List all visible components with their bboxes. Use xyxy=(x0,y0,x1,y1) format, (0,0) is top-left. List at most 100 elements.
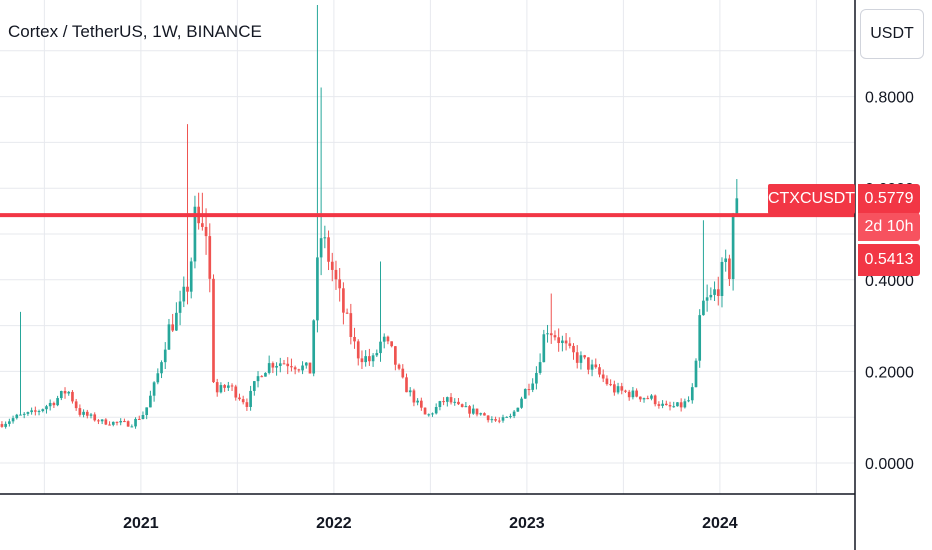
candle-body xyxy=(201,223,204,227)
y-tick-label: 0.4000 xyxy=(865,273,914,290)
candle-body xyxy=(245,402,249,407)
candle-body xyxy=(657,404,661,406)
candle-body xyxy=(271,363,275,368)
candle-body xyxy=(587,357,590,370)
candle-body xyxy=(252,381,256,391)
candle-body xyxy=(379,341,382,354)
x-tick-label: 2021 xyxy=(123,515,159,532)
candle-body xyxy=(475,408,479,415)
candle-body xyxy=(687,400,690,402)
bar-countdown-label: 2d 10h xyxy=(858,213,920,241)
candle-body xyxy=(650,395,653,399)
candle-body xyxy=(215,382,219,393)
candle-body xyxy=(705,297,709,301)
candle-body xyxy=(531,383,535,390)
candle-body xyxy=(549,333,553,336)
candle-body xyxy=(345,312,349,314)
candle-body xyxy=(434,407,438,414)
candle-body xyxy=(479,413,483,415)
candle-body xyxy=(523,389,527,399)
candle-body xyxy=(293,367,297,370)
candle-body xyxy=(575,352,579,363)
candle-body xyxy=(141,415,145,420)
candle-body xyxy=(668,405,672,407)
candle-body xyxy=(572,345,575,353)
candle-body xyxy=(698,315,702,361)
candle-body xyxy=(397,364,401,369)
candle-body xyxy=(724,258,728,262)
chart-grid xyxy=(0,0,855,494)
candle-body xyxy=(67,391,71,394)
candle-body xyxy=(22,413,26,415)
candle-body xyxy=(204,226,208,237)
candle-body xyxy=(683,401,687,408)
candle-body xyxy=(538,362,542,373)
candle-body xyxy=(59,391,63,399)
candle-body xyxy=(405,377,408,393)
candle-body xyxy=(720,261,724,297)
x-tick-label: 2024 xyxy=(702,515,738,532)
candle-body xyxy=(605,378,609,385)
candle-body xyxy=(334,269,338,280)
candle-body xyxy=(149,395,152,408)
candle-body xyxy=(709,294,713,298)
candle-body xyxy=(416,400,419,403)
candle-body xyxy=(635,390,638,397)
candle-body xyxy=(735,198,739,214)
candle-body xyxy=(152,382,156,396)
candle-body xyxy=(512,411,516,417)
candle-body xyxy=(15,414,19,419)
candle-body xyxy=(601,374,605,379)
candle-body xyxy=(275,365,278,368)
candle-body xyxy=(457,401,460,405)
candle-body xyxy=(412,390,416,403)
candle-body xyxy=(26,412,30,414)
candle-body xyxy=(598,367,601,375)
candle-body xyxy=(160,362,163,374)
candle-body xyxy=(282,363,286,365)
candle-body xyxy=(115,421,119,423)
candle-body xyxy=(509,416,512,418)
candle-body xyxy=(438,401,442,408)
candle-body xyxy=(85,411,89,416)
candle-body xyxy=(638,396,642,400)
candle-body xyxy=(564,340,568,344)
candle-body xyxy=(464,406,468,408)
candle-body xyxy=(327,237,330,262)
candle-body xyxy=(453,401,457,403)
candle-body xyxy=(104,419,108,425)
candle-body xyxy=(208,236,212,279)
candle-body xyxy=(189,261,193,292)
candle-body xyxy=(286,363,290,367)
candle-body xyxy=(568,343,572,346)
candle-body xyxy=(308,362,312,374)
candle-body xyxy=(360,358,364,363)
candle-body xyxy=(0,424,4,427)
candle-body xyxy=(494,419,497,421)
symbol-label: CTXCUSDT xyxy=(768,184,855,214)
candle-body xyxy=(111,421,115,425)
candle-body xyxy=(590,364,594,370)
candle-body xyxy=(368,356,371,362)
candle-body xyxy=(330,261,334,270)
candle-body xyxy=(82,411,85,415)
candle-body xyxy=(45,406,48,410)
candle-body xyxy=(260,376,264,378)
candle-body xyxy=(241,399,245,403)
candle-body xyxy=(616,386,620,393)
candle-body xyxy=(312,320,316,374)
candle-body xyxy=(375,353,379,356)
candle-body xyxy=(690,387,694,401)
candle-body xyxy=(167,324,171,350)
candle-body xyxy=(342,288,345,313)
candle-body xyxy=(41,409,45,412)
candle-body xyxy=(394,346,397,365)
candle-body xyxy=(382,336,386,342)
candle-body xyxy=(63,391,67,394)
currency-button[interactable]: USDT xyxy=(860,9,924,59)
candle-body xyxy=(642,398,646,400)
candle-body xyxy=(238,397,241,400)
candle-body xyxy=(56,398,59,406)
candle-body xyxy=(97,420,100,422)
